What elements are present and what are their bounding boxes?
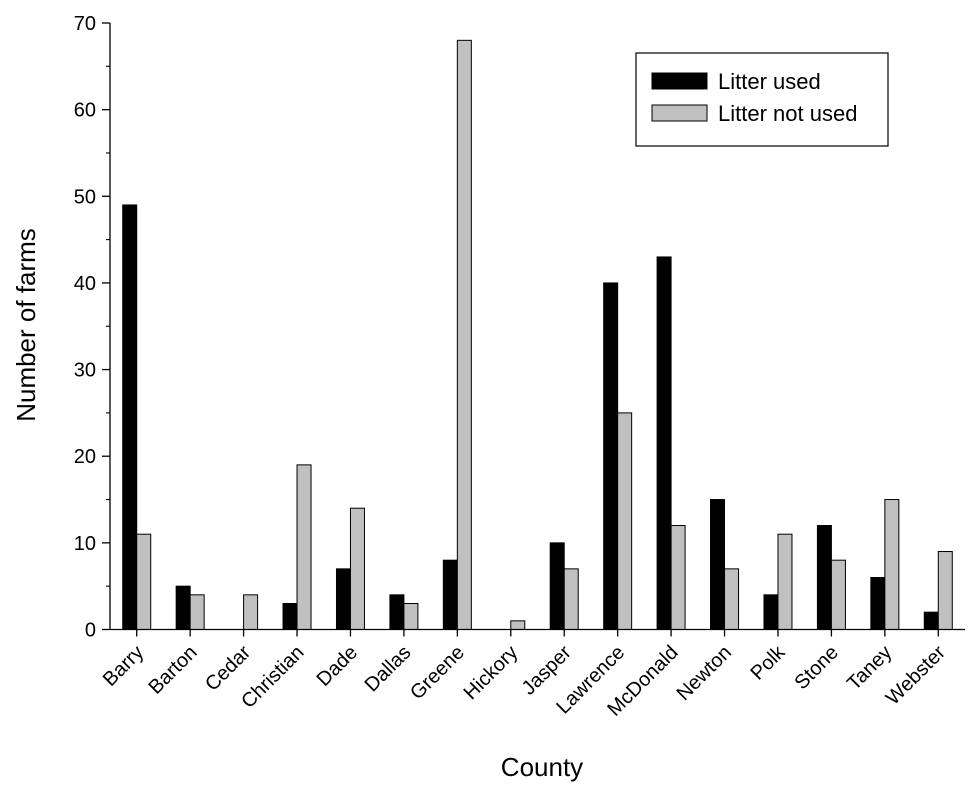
x-tick-label: Stone [790, 641, 843, 694]
bar-litter-not-used-newton [724, 568, 740, 630]
y-tick-label: 60 [74, 100, 96, 122]
x-tick-label: Newton [673, 641, 737, 705]
x-tick-label: Greene [406, 641, 469, 704]
bar-litter-used-polk [763, 594, 779, 631]
x-axis-title: County [501, 752, 583, 782]
bar-litter-used-mcdonald [656, 256, 672, 630]
legend-swatch-litter-not-used [651, 104, 708, 122]
bar-litter-not-used-lawrence [617, 412, 633, 631]
x-tick-label: Barry [99, 641, 148, 690]
y-tick-label: 40 [74, 273, 96, 295]
bar-litter-not-used-jasper [563, 568, 579, 630]
bar-litter-not-used-dallas [403, 603, 419, 631]
legend-swatch-litter-used [651, 72, 708, 90]
y-tick-label: 0 [85, 620, 96, 642]
bar-litter-not-used-stone [830, 559, 846, 630]
y-axis-title: Number of farms [11, 228, 41, 422]
bar-litter-not-used-barton [189, 594, 205, 631]
bar-litter-used-dallas [389, 594, 405, 631]
x-tick-label: Polk [746, 641, 790, 685]
bar-litter-used-barry [122, 204, 138, 630]
bar-litter-not-used-polk [777, 533, 793, 630]
bar-litter-not-used-christian [296, 464, 312, 630]
bar-litter-used-webster [923, 611, 939, 630]
bar-litter-used-barton [175, 585, 191, 630]
x-tick-label: Hickory [460, 641, 523, 704]
bar-litter-not-used-barry [136, 533, 152, 630]
bar-litter-not-used-webster [937, 551, 953, 631]
bar-litter-used-newton [710, 499, 726, 631]
y-tick-label: 70 [74, 13, 96, 35]
bar-litter-used-jasper [549, 542, 565, 630]
bar-litter-not-used-taney [884, 499, 900, 631]
bar-litter-used-christian [282, 603, 298, 631]
legend: Litter used Litter not used [635, 52, 889, 147]
x-tick-label: Barton [144, 641, 201, 698]
bar-litter-not-used-cedar [243, 594, 259, 631]
bar-litter-not-used-dade [349, 507, 365, 631]
legend-label-litter-used: Litter used [718, 69, 821, 94]
legend-label-litter-not-used: Litter not used [718, 101, 857, 126]
y-tick-label: 30 [74, 360, 96, 382]
bar-litter-used-stone [816, 525, 832, 631]
bar-litter-used-greene [442, 559, 458, 630]
bar-litter-used-dade [335, 568, 351, 630]
bar-litter-not-used-mcdonald [670, 525, 686, 631]
y-tick-label: 50 [74, 186, 96, 208]
x-tick-label: Webster [882, 641, 950, 709]
x-tick-label: Dade [313, 641, 362, 690]
bar-litter-not-used-greene [456, 39, 472, 630]
y-tick-label: 20 [74, 446, 96, 468]
y-tick-label: 10 [74, 533, 96, 555]
bar-litter-not-used-hickory [510, 620, 526, 631]
bar-litter-used-taney [870, 577, 886, 631]
legend-box [635, 52, 889, 147]
bar-litter-used-lawrence [603, 282, 619, 630]
